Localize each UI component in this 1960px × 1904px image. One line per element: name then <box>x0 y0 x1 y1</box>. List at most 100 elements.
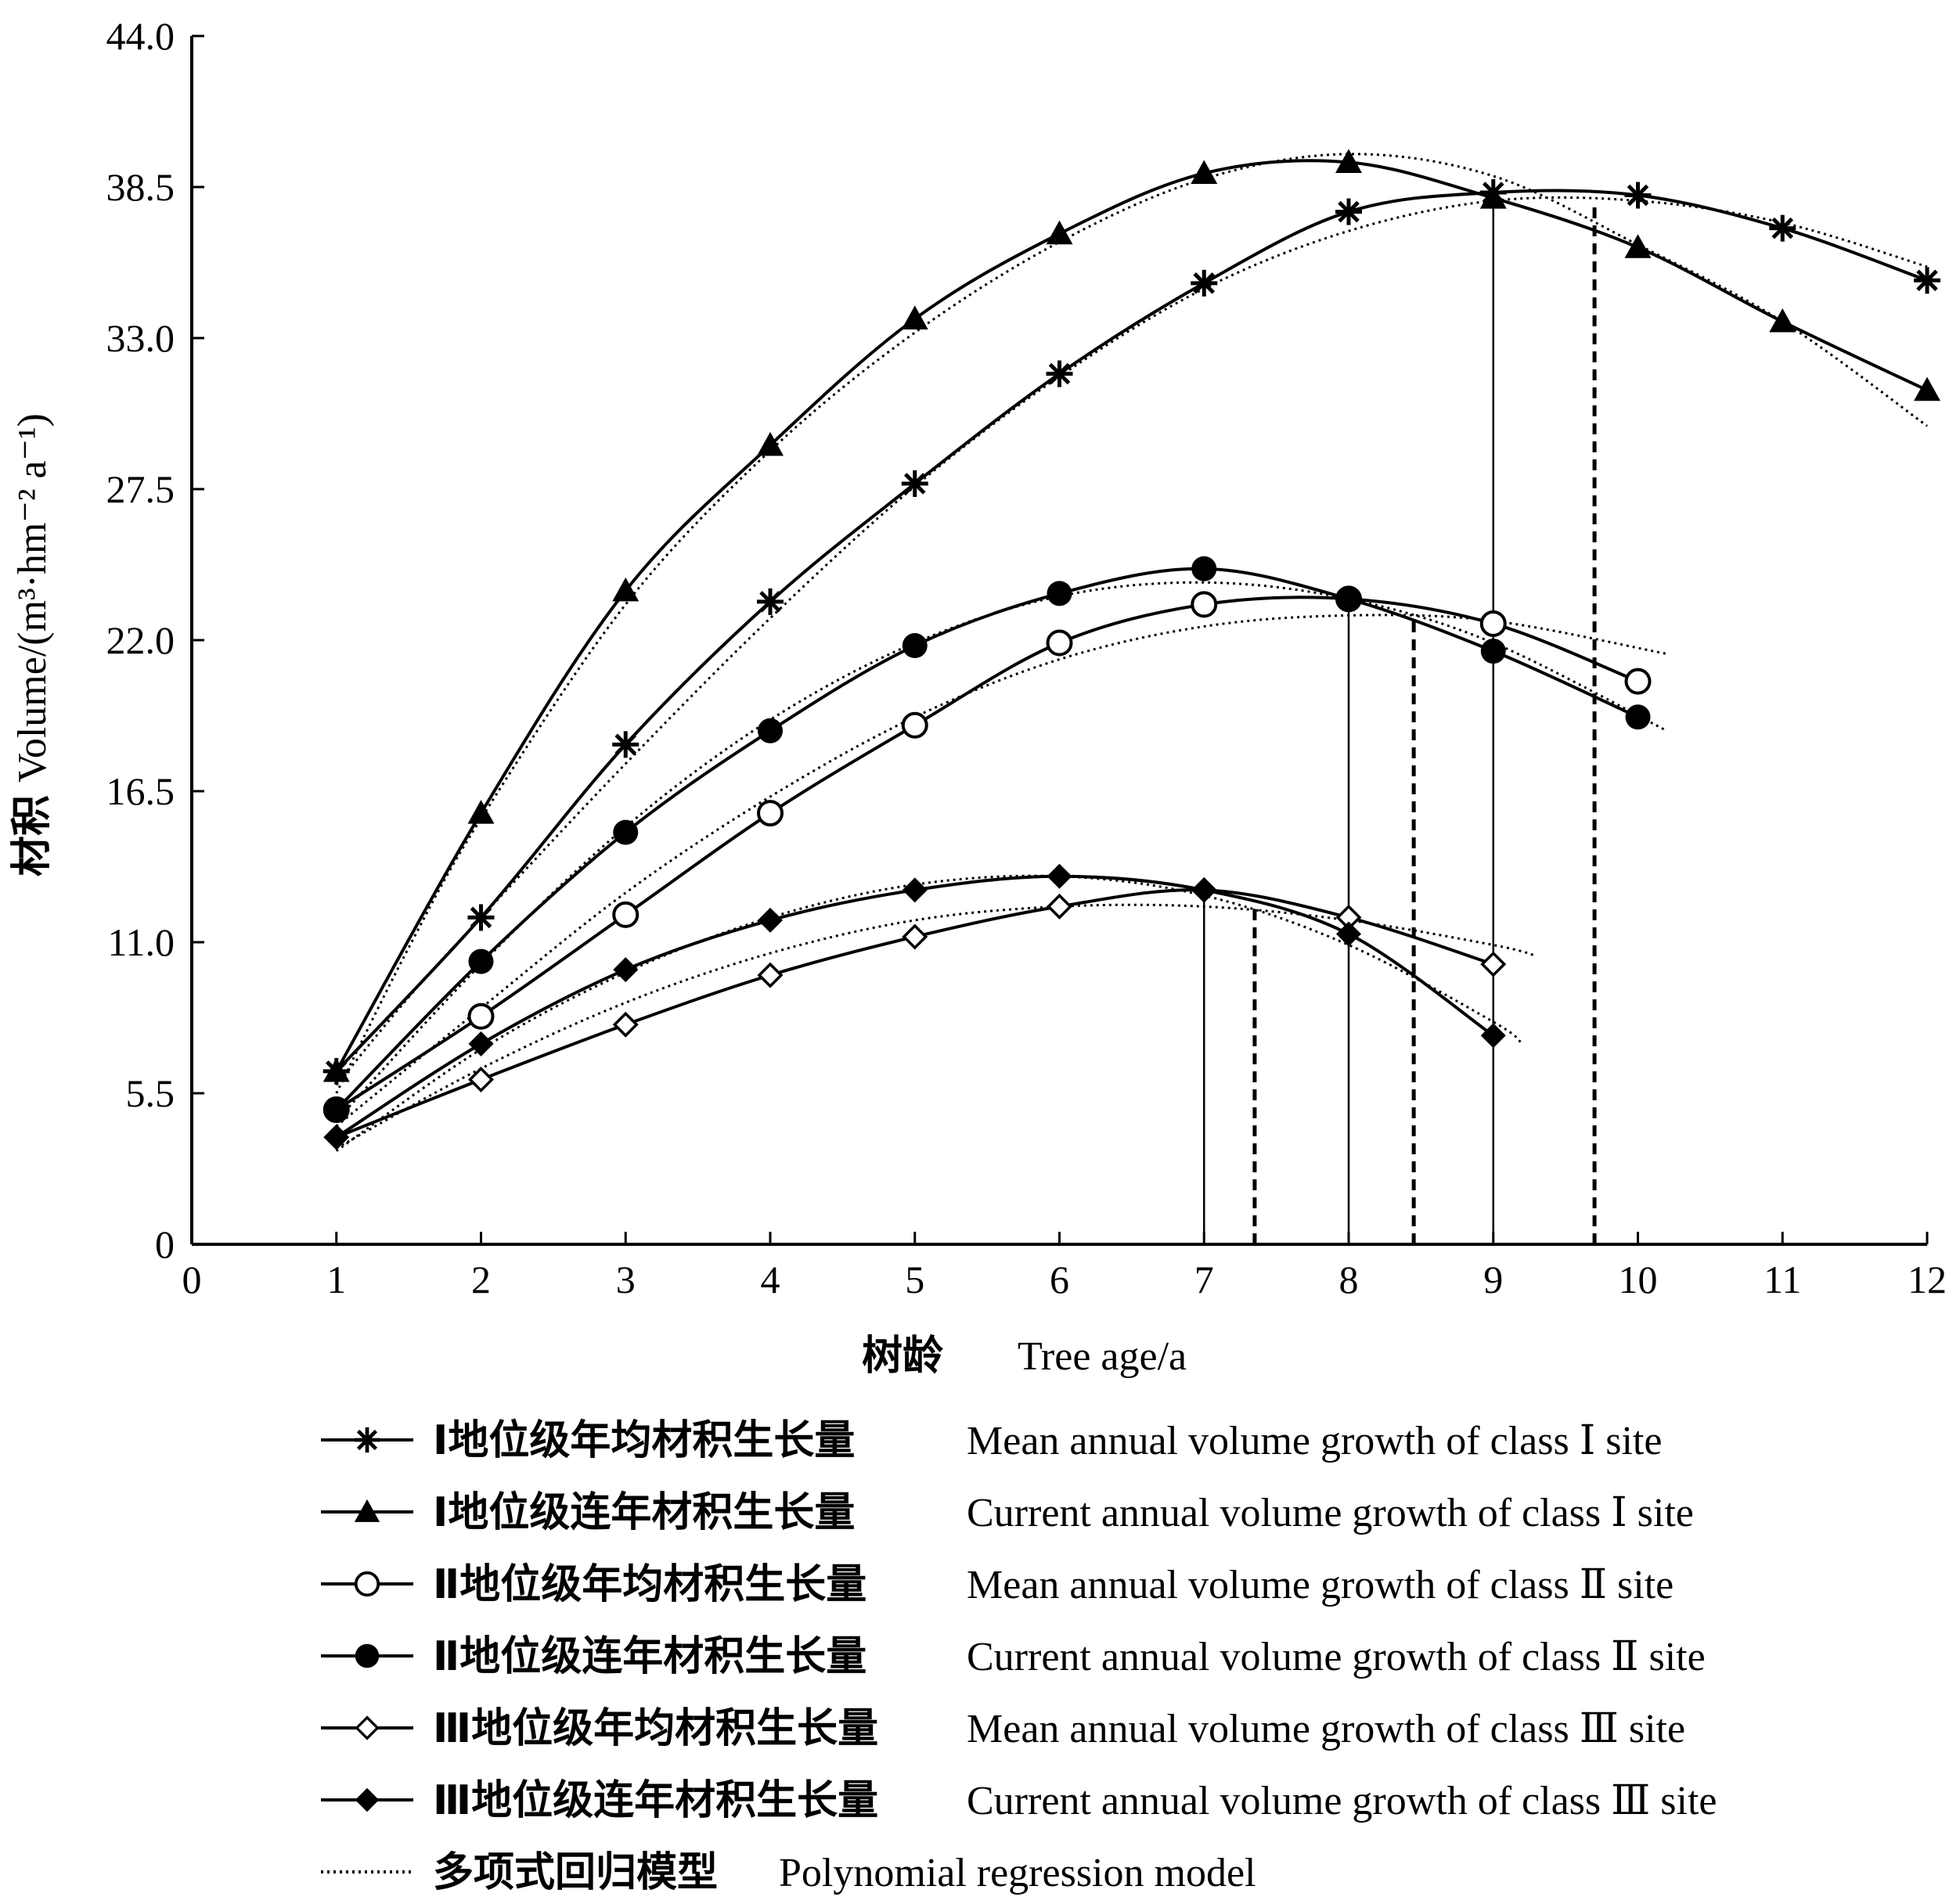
filled-circle-marker <box>613 819 639 845</box>
data-point <box>1047 581 1072 606</box>
x-tick-label: 7 <box>1194 1258 1214 1301</box>
x-tick-label: 9 <box>1483 1258 1503 1301</box>
legend-label-en: Mean annual volume growth of class Ⅲ sit… <box>967 1707 1685 1751</box>
series-line <box>335 874 1494 1139</box>
filled-circle-marker <box>1336 586 1361 612</box>
y-tick-label: 44.0 <box>106 14 175 58</box>
data-point <box>1914 267 1940 294</box>
reference-lines <box>1203 193 1597 1244</box>
legend-label-cn: Ⅰ地位级年均材积生长量 <box>433 1417 855 1464</box>
circle-marker <box>1479 610 1507 637</box>
triangle-marker <box>1046 220 1073 245</box>
filled-circle-marker <box>1047 581 1072 606</box>
series-line <box>335 159 1928 1072</box>
data-point <box>1191 160 1218 185</box>
x-tick-label: 8 <box>1339 1258 1359 1301</box>
data-point <box>1480 639 1506 664</box>
data-point <box>323 1097 349 1123</box>
diamond-marker <box>468 1066 494 1092</box>
data-point <box>1479 610 1507 637</box>
data-point <box>355 1715 380 1740</box>
legend-label-en: Current annual volume growth of class Ⅰ … <box>967 1491 1694 1535</box>
filled-circle-marker <box>902 633 928 659</box>
star-stroke <box>1193 272 1216 294</box>
data-point <box>322 1057 350 1082</box>
x-tick-label: 1 <box>326 1258 346 1301</box>
data-point <box>1335 149 1362 174</box>
filled-diamond-marker <box>1480 1023 1506 1049</box>
circle-marker <box>1191 591 1218 618</box>
series-lines <box>335 159 1928 1139</box>
legend-label-en: Current annual volume growth of class Ⅲ … <box>967 1779 1717 1823</box>
x-tick-label: 4 <box>761 1258 780 1301</box>
filled-diamond-marker <box>468 1031 494 1056</box>
data-point <box>1914 376 1940 401</box>
data-point <box>612 1011 639 1038</box>
x-tick-label: 11 <box>1764 1258 1801 1301</box>
data-point <box>323 1125 349 1150</box>
legend-label-cn: Ⅲ地位级连年材积生长量 <box>433 1777 878 1824</box>
series-markers <box>322 149 1940 1150</box>
filled-circle-marker <box>468 948 494 974</box>
star-stroke <box>614 733 637 756</box>
legend-label-cn: 多项式回归模型 <box>433 1849 718 1896</box>
data-point <box>612 731 640 758</box>
star-stroke <box>470 906 492 929</box>
triangle-marker <box>1624 234 1652 258</box>
data-point <box>1769 308 1796 333</box>
data-point <box>354 1571 380 1597</box>
data-point <box>1046 360 1073 387</box>
star-stroke <box>1771 217 1794 239</box>
legend-label-en: Current annual volume growth of class Ⅱ … <box>967 1635 1706 1679</box>
legend-label-cn: Ⅲ地位级年均材积生长量 <box>433 1705 878 1752</box>
data-point <box>901 711 928 739</box>
y-axis-title-cn: 材积 <box>9 795 56 876</box>
data-point <box>902 923 928 950</box>
y-tick-label: 33.0 <box>106 316 175 360</box>
series-line <box>335 189 1928 1073</box>
filled-diamond-marker <box>1047 863 1072 889</box>
diamond-marker <box>902 923 928 950</box>
diamond-marker <box>612 1011 639 1038</box>
circle-marker <box>467 1002 495 1030</box>
legend: Ⅰ地位级年均材积生长量 Mean annual volume growth of … <box>321 1417 1717 1896</box>
data-point <box>1047 863 1072 889</box>
y-tick-label: 0 <box>155 1222 175 1266</box>
x-tick-label: 0 <box>182 1258 202 1301</box>
triangle-marker <box>467 800 495 824</box>
data-point <box>901 305 928 330</box>
filled-circle-marker <box>758 718 783 743</box>
circle-marker <box>757 800 784 827</box>
triangle-marker <box>354 1499 380 1522</box>
data-point <box>1336 921 1361 947</box>
data-point <box>1047 893 1072 920</box>
filled-circle-marker <box>1191 556 1217 581</box>
series-line <box>335 567 1639 1111</box>
y-tick-label: 16.5 <box>106 769 175 813</box>
data-point <box>354 1427 380 1453</box>
y-tick-label: 22.0 <box>106 618 175 662</box>
data-point <box>1479 185 1507 209</box>
data-point <box>1480 951 1507 977</box>
data-point <box>757 588 784 615</box>
data-point <box>354 1499 380 1522</box>
data-point <box>1191 877 1217 903</box>
star-stroke <box>1048 362 1071 385</box>
data-point <box>902 877 928 903</box>
star-stroke <box>1916 269 1938 292</box>
data-point <box>1191 269 1218 297</box>
data-point <box>1336 586 1361 612</box>
data-point <box>1624 668 1652 695</box>
data-point <box>758 718 783 743</box>
data-point <box>1624 182 1652 209</box>
data-point <box>1769 214 1796 242</box>
star-stroke <box>1627 184 1649 207</box>
triangle-marker <box>1769 308 1796 333</box>
y-tick-label: 5.5 <box>126 1071 175 1115</box>
triangle-marker <box>1914 376 1940 401</box>
x-tick-label: 6 <box>1050 1258 1069 1301</box>
circle-marker <box>612 901 640 928</box>
x-axis-title-en: Tree age/a <box>1018 1334 1187 1379</box>
legend-label-en: Polynomial regression model <box>779 1851 1256 1895</box>
filled-diamond-marker <box>758 907 783 933</box>
